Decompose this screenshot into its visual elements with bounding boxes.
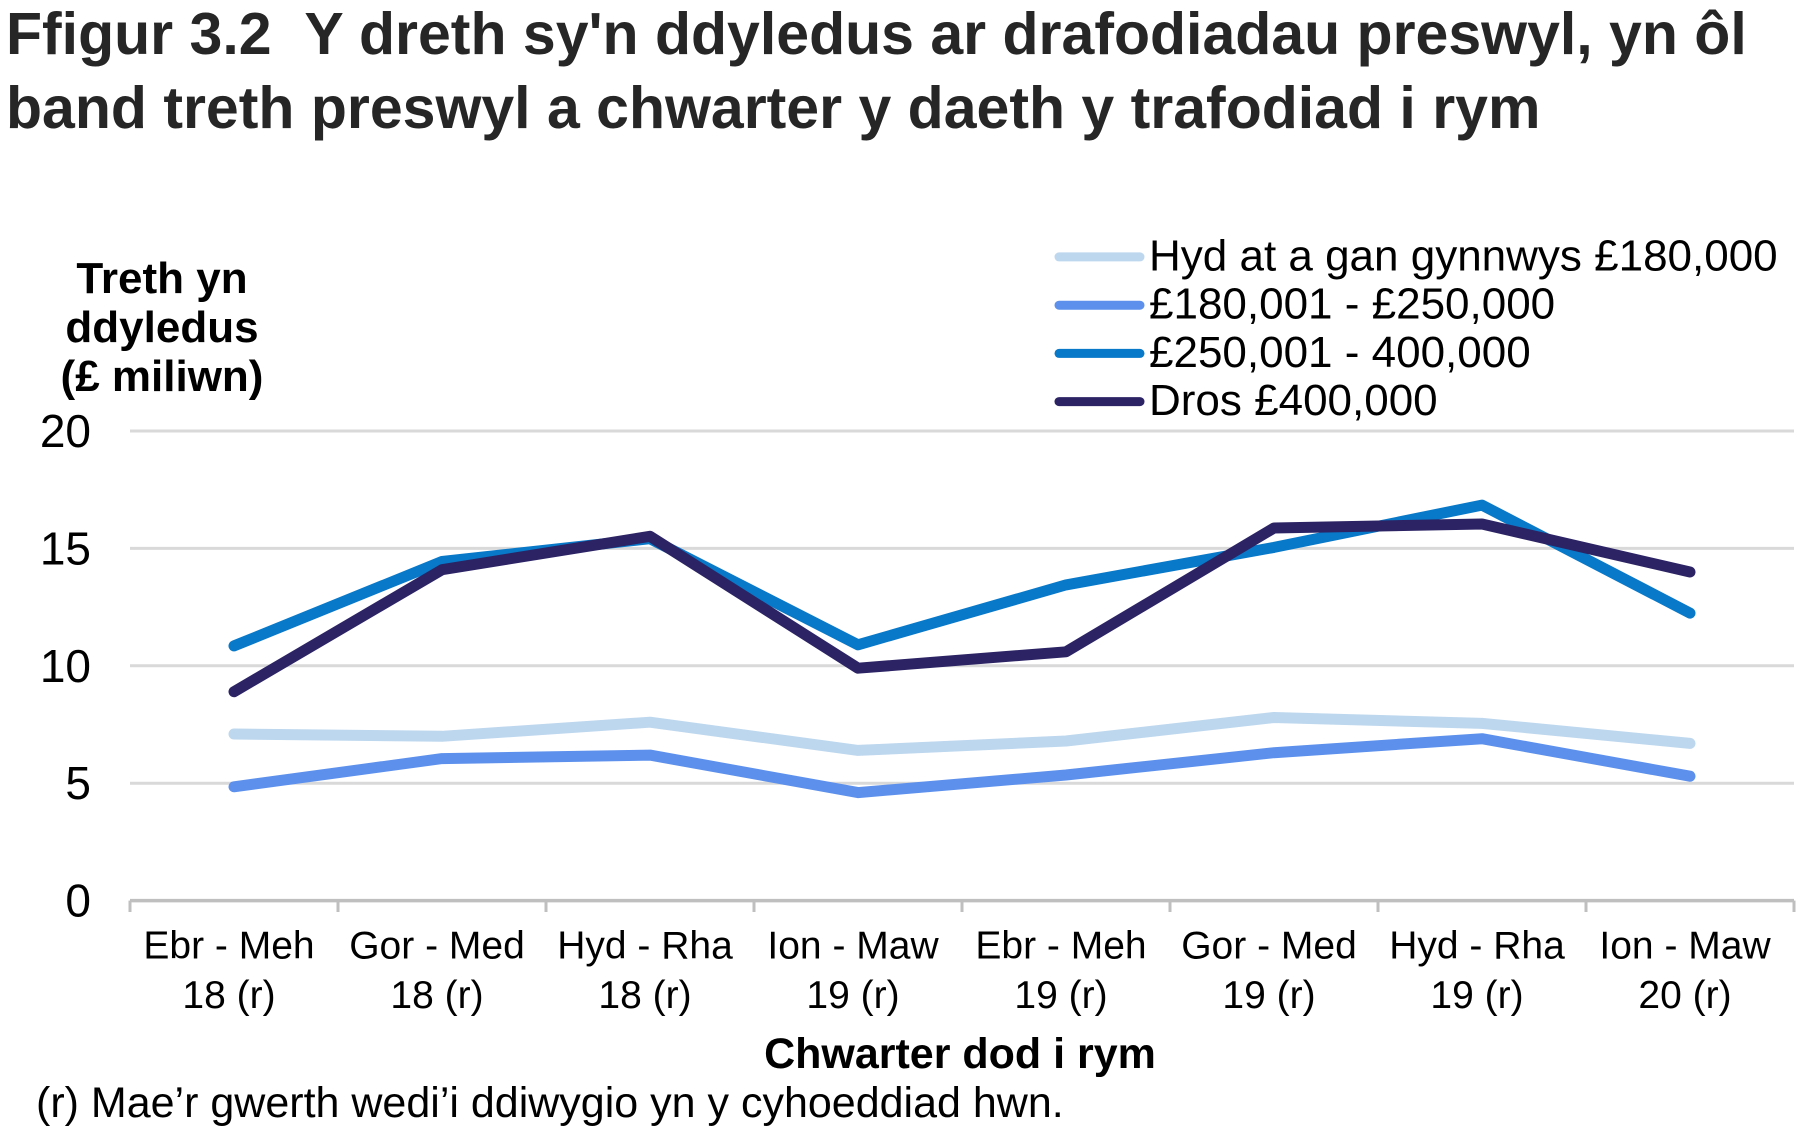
svg-text:Dros £400,000: Dros £400,000	[1149, 376, 1438, 425]
svg-text:15: 15	[40, 522, 91, 574]
svg-text:band treth preswyl a chwarter: band treth preswyl a chwarter y daeth y …	[6, 75, 1540, 141]
svg-text:£250,001 - 400,000: £250,001 - 400,000	[1149, 328, 1531, 377]
svg-text:Gor - Med: Gor - Med	[349, 925, 525, 968]
svg-text:19 (r): 19 (r)	[1430, 974, 1523, 1017]
svg-text:10: 10	[40, 640, 91, 692]
svg-text:Hyd - Rha: Hyd - Rha	[557, 925, 733, 968]
svg-text:18 (r): 18 (r)	[182, 974, 275, 1017]
svg-text:ddyledus: ddyledus	[65, 303, 258, 352]
svg-text:Ion - Maw: Ion - Maw	[1599, 925, 1771, 968]
svg-text:(£ miliwn): (£ miliwn)	[61, 352, 264, 401]
svg-text:19 (r): 19 (r)	[806, 974, 899, 1017]
svg-text:19 (r): 19 (r)	[1014, 974, 1107, 1017]
svg-text:Ion - Maw: Ion - Maw	[767, 925, 939, 968]
svg-text:Ffigur 3.2 Y dreth sy'n ddyle: Ffigur 3.2 Y dreth sy'n ddyledus ar draf…	[6, 1, 1747, 67]
svg-text:18 (r): 18 (r)	[598, 974, 691, 1017]
svg-text:Treth yn: Treth yn	[76, 254, 247, 303]
svg-text:£180,001 - £250,000: £180,001 - £250,000	[1149, 280, 1555, 329]
svg-text:0: 0	[65, 875, 91, 927]
svg-text:Hyd - Rha: Hyd - Rha	[1389, 925, 1565, 968]
svg-text:19 (r): 19 (r)	[1222, 974, 1315, 1017]
svg-text:Gor - Med: Gor - Med	[1181, 925, 1357, 968]
svg-text:Chwarter dod i rym: Chwarter dod i rym	[764, 1030, 1156, 1078]
svg-text:Hyd at a gan gynnwys £180,000: Hyd at a gan gynnwys £180,000	[1149, 232, 1778, 281]
svg-text:(r) Mae’r gwerth wedi’i ddiwyg: (r) Mae’r gwerth wedi’i ddiwygio yn y cy…	[36, 1079, 1064, 1127]
svg-text:Ebr - Meh: Ebr - Meh	[143, 925, 314, 968]
svg-text:5: 5	[65, 757, 91, 809]
svg-text:Ebr - Meh: Ebr - Meh	[975, 925, 1146, 968]
svg-text:18 (r): 18 (r)	[390, 974, 483, 1017]
svg-text:20: 20	[40, 405, 91, 457]
svg-text:20 (r): 20 (r)	[1638, 974, 1731, 1017]
